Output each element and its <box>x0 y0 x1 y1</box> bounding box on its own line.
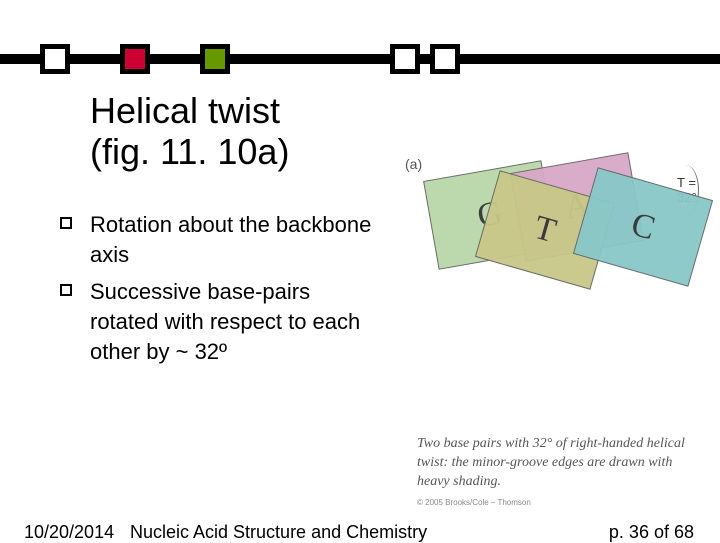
figure-label: (a) <box>405 156 422 172</box>
decor-square-1 <box>40 44 70 74</box>
figure-copyright: © 2005 Brooks/Cole – Thomson <box>417 498 705 507</box>
bullet-item: Successive base-pairs rotated with respe… <box>60 277 380 366</box>
decor-square-4 <box>390 44 420 74</box>
bullet-marker-icon <box>60 284 72 296</box>
figure-panel: (a) G A T C T = 32° Two base pairs with … <box>405 150 705 507</box>
figure-diagram: G A T C <box>425 150 685 285</box>
bullet-text: Successive base-pairs rotated with respe… <box>90 277 380 366</box>
decor-square-3 <box>200 44 230 74</box>
decor-square-2 <box>120 44 150 74</box>
title-line-2: (fig. 11. 10a) <box>90 131 289 172</box>
bullet-list: Rotation about the backbone axis Success… <box>60 210 380 374</box>
slide-title: Helical twist (fig. 11. 10a) <box>90 90 289 173</box>
bullet-marker-icon <box>60 217 72 229</box>
decor-square-5 <box>430 44 460 74</box>
figure-caption: Two base pairs with 32° of right-handed … <box>417 435 687 492</box>
bullet-text: Rotation about the backbone axis <box>90 210 380 269</box>
title-line-1: Helical twist <box>90 90 280 131</box>
bullet-item: Rotation about the backbone axis <box>60 210 380 269</box>
decor-bar <box>0 54 720 64</box>
